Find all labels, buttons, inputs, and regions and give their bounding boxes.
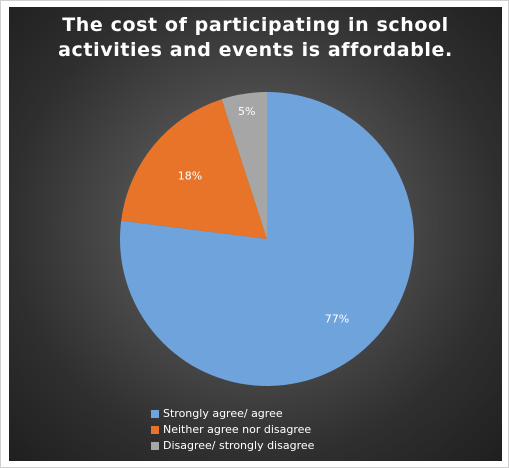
legend-label-strongly-agree: Strongly agree/ agree xyxy=(163,407,283,420)
pie-slice-strongly-agree xyxy=(120,92,415,387)
pie-chart: 77% 18% 5% xyxy=(120,92,415,387)
legend-swatch-disagree xyxy=(151,442,159,450)
chart-area: The cost of participating in school acti… xyxy=(9,7,502,461)
data-label-disagree: 5% xyxy=(238,105,255,118)
legend: Strongly agree/ agree Neither agree nor … xyxy=(151,406,314,454)
legend-swatch-neither xyxy=(151,426,159,434)
legend-swatch-strongly-agree xyxy=(151,410,159,418)
data-label-strongly-agree: 77% xyxy=(325,312,349,325)
legend-item-strongly-agree: Strongly agree/ agree xyxy=(151,406,314,422)
chart-title: The cost of participating in school acti… xyxy=(9,13,502,63)
legend-label-neither: Neither agree nor disagree xyxy=(163,423,312,436)
legend-item-neither: Neither agree nor disagree xyxy=(151,422,314,438)
pie-slice-disagree xyxy=(221,92,267,239)
chart-title-line-1: The cost of participating in school xyxy=(62,14,449,36)
data-label-neither: 18% xyxy=(178,169,202,182)
chart-title-line-2: activities and events is affordable. xyxy=(58,39,453,61)
pie-slice-neither xyxy=(121,99,267,239)
legend-label-disagree: Disagree/ strongly disagree xyxy=(163,439,315,452)
legend-item-disagree: Disagree/ strongly disagree xyxy=(151,438,314,454)
